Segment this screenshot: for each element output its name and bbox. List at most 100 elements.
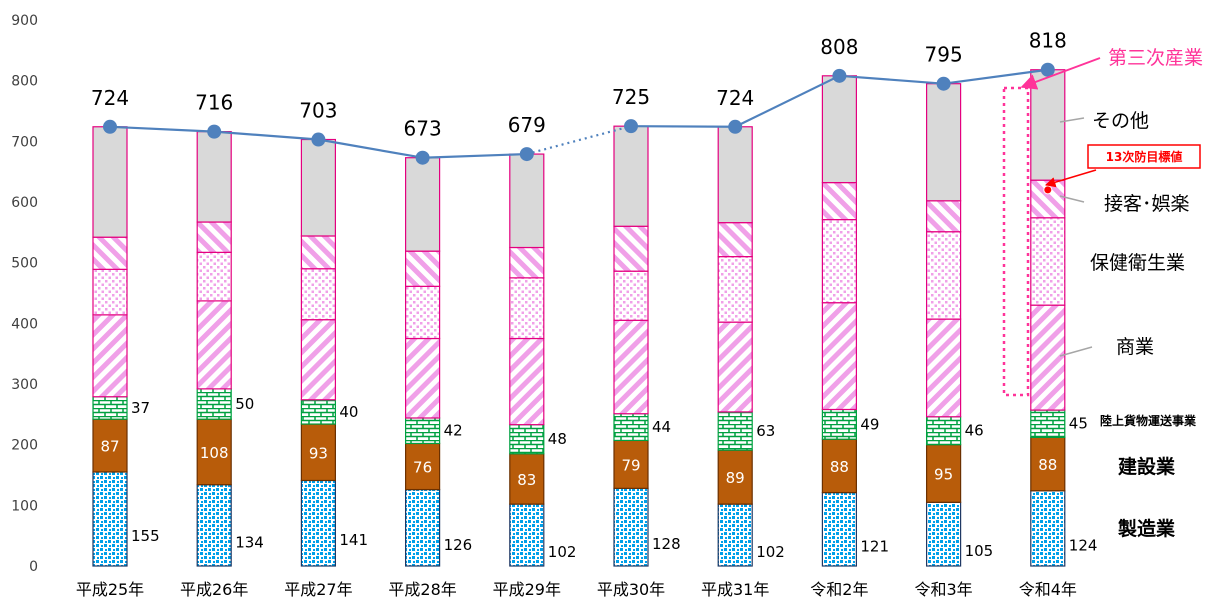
y-tick-label: 300 [11, 377, 38, 393]
bar-segment-other [717, 126, 753, 224]
target-marker [1043, 185, 1053, 195]
y-tick-label: 700 [11, 134, 38, 150]
bar-segment-commerce [196, 300, 232, 390]
hospitality-leader [1059, 195, 1085, 203]
bar-segment-hospitality [613, 225, 649, 272]
total-line-segment [943, 68, 1048, 85]
y-tick-label: 0 [29, 559, 38, 575]
bar-segment-hospitality [821, 181, 858, 221]
x-axis-label: 平成31年 [701, 580, 769, 599]
target-box [1087, 144, 1201, 169]
segment-value-construction: 95 [934, 465, 953, 483]
x-axis-label: 平成28年 [388, 580, 456, 599]
bar-segment-commerce [1030, 304, 1066, 411]
target-label: 13次防目標値 [1106, 149, 1183, 164]
bar-segment-construction [821, 438, 858, 494]
total-value-labels: 724 716 703 673 679 725 724 808 795 818 [91, 29, 1067, 141]
total-value-label: 679 [508, 113, 546, 137]
bar-segment-hospitality [405, 250, 441, 287]
bar-segment-commerce [300, 319, 336, 401]
x-axis-label: 令和4年 [1019, 580, 1077, 599]
bar-segment-health [405, 285, 441, 340]
bar-segment-manufacturing [613, 487, 649, 567]
bar-segment-construction [509, 453, 545, 505]
segment-value-manufacturing: 102 [548, 543, 577, 561]
bar-segment-construction [717, 449, 753, 505]
bar-segment-health [1030, 217, 1066, 306]
total-line-point [207, 124, 222, 139]
x-axis-label: 平成27年 [284, 580, 352, 599]
bar-segment-other [405, 157, 441, 252]
bar-segment-construction [405, 442, 441, 491]
total-value-label: 808 [820, 35, 858, 59]
bar-segment-transport [1030, 409, 1066, 438]
tertiary-label: 第三次産業 [1108, 47, 1203, 69]
segment-value-construction: 88 [830, 458, 849, 476]
segment-value-manufacturing: 134 [235, 533, 264, 551]
bar-segment-manufacturing [717, 503, 753, 567]
segment-value-construction: 108 [200, 444, 229, 462]
segment-value-transport: 48 [548, 430, 567, 448]
bar-segment-manufacturing [196, 484, 232, 567]
bar-segment-transport [925, 416, 962, 446]
bar-segment-health [509, 277, 545, 340]
bar-segment-manufacturing [300, 479, 336, 567]
bar-segment-other [509, 153, 545, 249]
bar-segment-hospitality [925, 200, 962, 233]
segment-value-construction: 83 [517, 471, 536, 489]
bar-segment-transport [92, 396, 128, 420]
bar-segment-transport [300, 399, 336, 425]
bar-segment-commerce [925, 318, 962, 418]
bar-segment-transport [509, 424, 545, 455]
bar-segment-other [1030, 69, 1066, 181]
x-axis-label: 令和3年 [915, 580, 973, 599]
segment-value-manufacturing: 155 [131, 527, 160, 545]
bar-segment-other [300, 138, 336, 237]
total-line-point [936, 76, 951, 91]
y-tick-label: 800 [11, 74, 38, 90]
segment-value-transport: 63 [756, 422, 775, 440]
x-axis-label: 平成29年 [493, 580, 561, 599]
bar-segment-transport [405, 417, 441, 445]
segment-value-manufacturing: 126 [444, 536, 473, 554]
bar-segment-manufacturing [1030, 490, 1066, 567]
total-line-segment [214, 130, 319, 141]
bar-segment-construction [613, 439, 649, 489]
total-value-label: 724 [716, 86, 754, 110]
segment-value-construction: 79 [621, 456, 640, 474]
y-tick-label: 200 [11, 438, 38, 454]
bar-segment-health [613, 270, 649, 321]
bar-segment-health [821, 218, 858, 304]
bar-segment-commerce [509, 337, 545, 426]
total-line [103, 62, 1055, 195]
total-value-label: 725 [612, 85, 650, 109]
other-leader [1059, 117, 1085, 123]
total-line-segment [630, 125, 736, 128]
bar-segment-transport [196, 388, 232, 420]
construction-label: 建設業 [1118, 455, 1176, 478]
bar-segment-manufacturing [821, 491, 858, 567]
bar-segment-hospitality [300, 235, 336, 270]
total-line-segment [109, 125, 215, 133]
bar-segment-hospitality [196, 221, 232, 253]
x-axis-label: 平成25年 [76, 580, 144, 599]
bar-segment-construction [1030, 436, 1066, 492]
total-line-point [311, 132, 326, 147]
segment-value-manufacturing: 141 [339, 531, 368, 549]
bar-segment-other [613, 125, 649, 227]
total-value-label: 716 [195, 91, 233, 115]
tertiary-arrow [1020, 57, 1101, 90]
bar-segment-construction [196, 418, 232, 486]
segment-value-construction: 88 [1038, 456, 1057, 474]
bar-segment-manufacturing [925, 501, 962, 567]
total-line-point [624, 119, 638, 134]
total-value-label: 818 [1029, 29, 1067, 53]
y-axis-ticks: 0 100 200 300 400 500 600 700 800 900 [11, 13, 38, 575]
bar-segment-construction [925, 444, 962, 503]
total-line-segment [734, 74, 840, 128]
segment-value-transport: 42 [444, 422, 463, 440]
bar-segment-manufacturing [405, 488, 441, 567]
bar-segment-other [196, 131, 232, 223]
y-tick-label: 900 [11, 13, 38, 29]
segment-value-construction: 93 [309, 444, 328, 462]
